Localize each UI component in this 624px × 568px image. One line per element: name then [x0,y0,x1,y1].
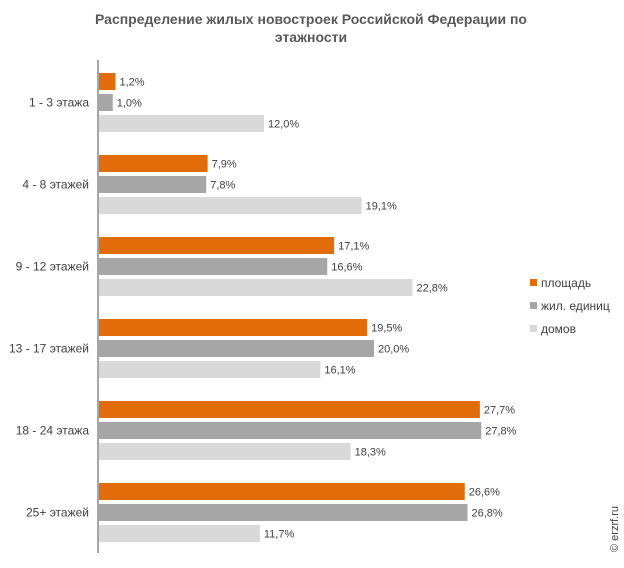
data-label: 19,5% [371,323,402,335]
legend-label: жил. единиц [541,299,610,313]
legend-swatch [530,325,537,332]
category-label: 18 - 24 этажа [16,424,90,438]
data-label: 16,6% [331,262,362,274]
bar [99,73,116,90]
bar [99,361,321,378]
data-label: 16,1% [324,365,355,377]
category-label: 13 - 17 этажей [9,342,89,356]
bar [99,237,335,254]
legend-swatch [530,279,537,286]
bar [99,483,465,500]
data-label: 18,3% [355,447,386,459]
data-label: 27,8% [485,426,516,438]
legend-label: домов [541,322,576,336]
data-label: 27,7% [484,405,515,417]
bar [99,115,264,132]
legend-swatch [530,302,537,309]
category-label: 9 - 12 этажей [16,260,89,274]
category-label: 4 - 8 этажей [22,178,89,192]
bar [99,155,208,172]
value-labels: 1,2% 1,0% 12,0% 7,9% 7,8% 19,1% 17,1% 16,6% 22,8… [117,77,517,541]
source-credit: © erzrf.ru [609,506,621,552]
chart-title-line-2: этажности [275,29,347,45]
data-label: 20,0% [378,344,409,356]
bar [99,340,374,357]
category-labels: 1 - 3 этажа 4 - 8 этажей 9 - 12 этажей 13 -… [9,96,89,520]
bar [99,176,207,193]
data-label: 12,0% [268,119,299,131]
data-label: 7,8% [210,180,235,192]
bar [99,422,482,439]
data-label: 26,6% [469,487,500,499]
bars-layer [99,73,482,542]
data-label: 26,8% [472,508,503,520]
bar [99,443,351,460]
data-label: 11,7% [264,529,295,541]
bar [99,319,368,336]
legend-label: площадь [541,276,591,290]
data-label: 7,9% [212,159,237,171]
bar [99,504,468,521]
chart-title-line-1: Распределение жилых новостроек Российско… [95,11,527,27]
bar [99,258,328,275]
data-label: 1,0% [117,98,142,110]
bar [99,279,413,296]
data-label: 17,1% [338,241,369,253]
category-label: 1 - 3 этажа [29,96,89,110]
bar [99,94,113,111]
bar [99,401,480,418]
data-label: 22,8% [417,283,448,295]
bar [99,525,260,542]
legend: площадь жил. единиц домов [530,276,610,336]
bar [99,197,362,214]
data-label: 19,1% [366,201,397,213]
data-label: 1,2% [120,77,145,89]
category-label: 25+ этажей [26,506,89,520]
